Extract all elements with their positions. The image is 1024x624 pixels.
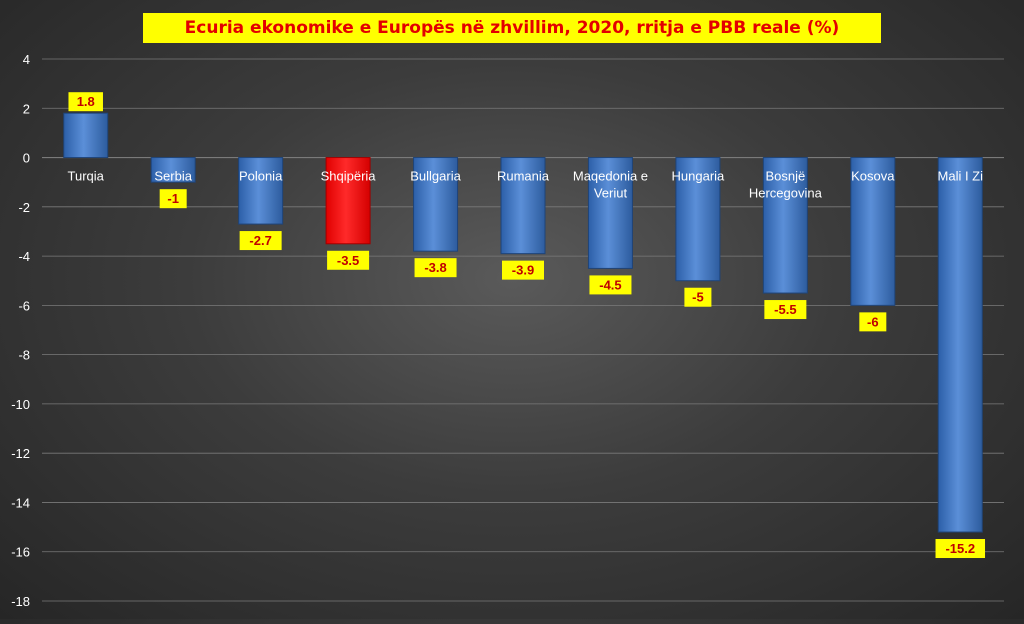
category-label: Hungaria	[672, 169, 726, 184]
data-label: 1.8	[77, 94, 95, 109]
data-label: -3.5	[337, 253, 359, 268]
category-label: Kosova	[851, 169, 895, 184]
category-label-line: Bosnjë	[765, 169, 805, 184]
bar	[850, 157, 896, 306]
bar	[587, 157, 633, 269]
category-label-line: Turqia	[68, 169, 105, 184]
y-axis: 4 2 0 -2 -4 -6 -8 -10 -12 -14 -16 -18	[11, 52, 30, 609]
category-label: Serbia	[154, 169, 192, 184]
data-label-box	[764, 300, 807, 320]
y-tick-label: 0	[23, 151, 30, 166]
data-label-box	[859, 312, 887, 332]
category-label-line: Hungaria	[672, 169, 726, 184]
bar	[762, 157, 808, 294]
category-label-line: Maqedonia e	[573, 169, 648, 184]
data-label: -15.2	[945, 541, 975, 556]
category-label-line: Hercegovina	[749, 186, 823, 201]
category-label-line: Polonia	[239, 169, 283, 184]
chart-title: Ecuria ekonomike e Europës në zhvillim, …	[143, 13, 881, 43]
data-label: -6	[867, 314, 879, 329]
data-labels: 1.8 -1 -2.7 -3.5 -3.8 -3.9 -4.5 -5 -5.5 -6 -15.2	[68, 92, 986, 559]
y-tick-label: -2	[18, 200, 30, 215]
data-label-box	[414, 258, 457, 278]
grid-lines	[42, 58, 1004, 602]
bar	[325, 157, 371, 245]
data-label: -5.5	[774, 302, 796, 317]
data-label-box	[159, 189, 187, 209]
data-label-box	[239, 231, 282, 251]
y-tick-label: -18	[11, 594, 30, 609]
data-label-box	[935, 539, 986, 559]
category-label: Rumania	[497, 169, 550, 184]
data-label: -5	[692, 290, 704, 305]
category-label: Polonia	[239, 169, 283, 184]
data-label-box	[684, 287, 712, 307]
data-label: -2.7	[249, 233, 271, 248]
data-label: -3.8	[424, 260, 446, 275]
bar	[63, 112, 109, 159]
category-label: Turqia	[68, 169, 105, 184]
category-label-line: Shqipëria	[321, 169, 377, 184]
y-tick-label: -14	[11, 495, 30, 510]
data-label: -1	[167, 191, 179, 206]
category-label-line: Veriut	[594, 186, 628, 201]
category-label: Shqipëria	[321, 169, 377, 184]
data-label-box	[327, 250, 370, 270]
category-label-line: Serbia	[154, 169, 192, 184]
y-tick-label: -8	[18, 348, 30, 363]
bar	[500, 157, 546, 255]
data-label-box	[589, 275, 632, 295]
category-label-line: Bullgaria	[410, 169, 461, 184]
y-tick-label: -10	[11, 397, 30, 412]
y-tick-label: -12	[11, 446, 30, 461]
y-tick-label: 2	[23, 101, 30, 116]
data-label: -3.9	[512, 263, 534, 278]
category-label: Maqedonia e Veriut	[573, 169, 648, 201]
category-label: Bosnjë Hercegovina	[749, 169, 823, 201]
category-label-line: Rumania	[497, 169, 550, 184]
data-label-box	[68, 92, 103, 112]
bar	[675, 157, 721, 282]
category-label-line: Kosova	[851, 169, 895, 184]
category-label: Bullgaria	[410, 169, 461, 184]
category-label: Mali I Zi	[938, 169, 984, 184]
y-tick-label: 4	[23, 52, 30, 67]
category-label-line: Mali I Zi	[938, 169, 984, 184]
y-tick-label: -4	[18, 249, 30, 264]
bar	[238, 157, 284, 225]
category-labels: Turqia Serbia Polonia Shqipëria Bullgaria Rum…	[68, 169, 984, 201]
y-tick-label: -6	[18, 298, 30, 313]
bar	[937, 157, 983, 533]
data-label: -4.5	[599, 277, 621, 292]
bar	[150, 157, 196, 183]
bar	[413, 157, 459, 252]
bars	[63, 112, 983, 533]
data-label-box	[502, 260, 544, 280]
y-tick-label: -16	[11, 545, 30, 560]
